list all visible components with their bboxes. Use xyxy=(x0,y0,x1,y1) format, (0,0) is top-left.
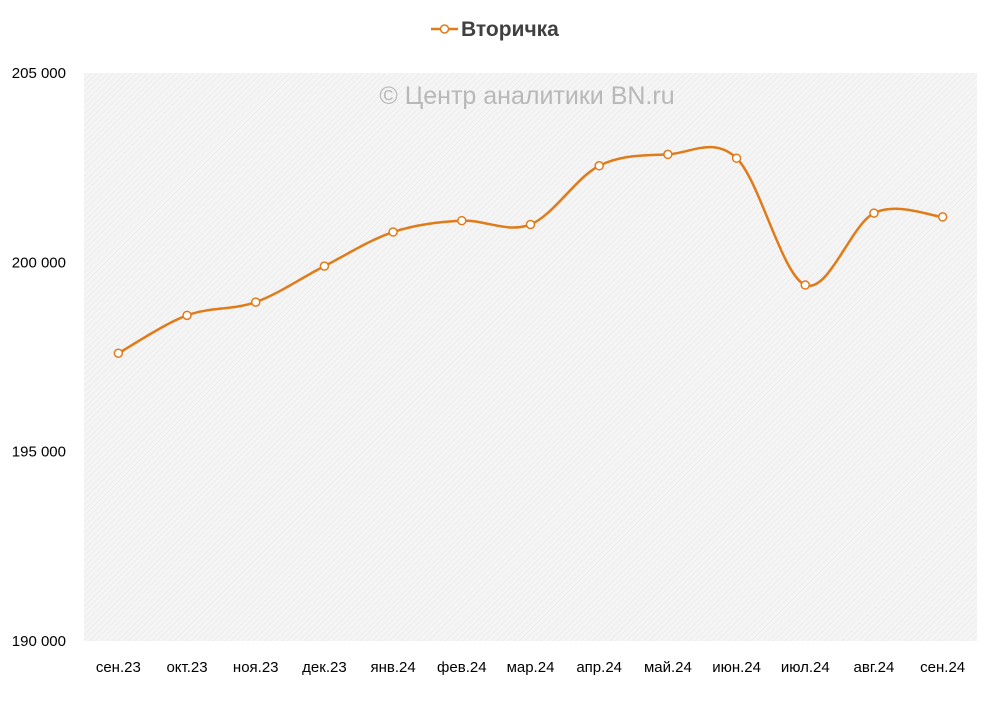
data-point xyxy=(800,280,811,290)
data-point xyxy=(182,310,192,321)
y-tick-label: 190 000 xyxy=(12,633,66,650)
x-tick-label: сен.23 xyxy=(96,659,141,676)
legend-label: Вторичка xyxy=(461,18,559,41)
y-tick-label: 200 000 xyxy=(12,254,66,271)
data-point xyxy=(250,297,261,307)
data-point xyxy=(594,161,604,171)
x-tick-label: май.24 xyxy=(644,659,692,676)
data-point xyxy=(731,153,742,163)
data-point xyxy=(388,227,398,237)
data-point xyxy=(319,261,330,271)
data-point xyxy=(937,212,948,222)
x-tick-label: апр.24 xyxy=(576,659,622,676)
x-tick-label: мар.24 xyxy=(507,659,555,676)
data-point xyxy=(869,208,879,218)
series-vtorichka xyxy=(113,145,948,358)
data-point xyxy=(663,149,673,160)
x-tick-label: июн.24 xyxy=(712,659,761,676)
legend: Вторичка xyxy=(431,18,559,41)
plot-area xyxy=(84,73,977,641)
data-point xyxy=(525,219,536,230)
x-tick-label: фев.24 xyxy=(437,659,487,676)
y-tick-label: 195 000 xyxy=(12,444,66,461)
x-tick-label: окт.23 xyxy=(166,659,207,676)
x-tick-label: янв.24 xyxy=(370,659,415,676)
x-tick-label: июл.24 xyxy=(781,659,830,676)
y-tick-label: 205 000 xyxy=(12,65,66,82)
x-tick-label: дек.23 xyxy=(302,659,347,676)
x-tick-label: ноя.23 xyxy=(233,659,279,676)
data-point xyxy=(113,348,124,358)
data-point xyxy=(457,215,467,226)
watermark: © Центр аналитики BN.ru xyxy=(379,82,674,110)
x-tick-label: авг.24 xyxy=(854,659,895,676)
legend-marker-icon xyxy=(439,24,450,34)
y-axis: 190 000 195 000 200 000 205 000 xyxy=(12,65,66,650)
x-tick-label: сен.24 xyxy=(920,659,965,676)
x-axis: сен.23 окт.23 ноя.23 дек.23 янв.24 фев.24 мар.… xyxy=(96,659,965,676)
